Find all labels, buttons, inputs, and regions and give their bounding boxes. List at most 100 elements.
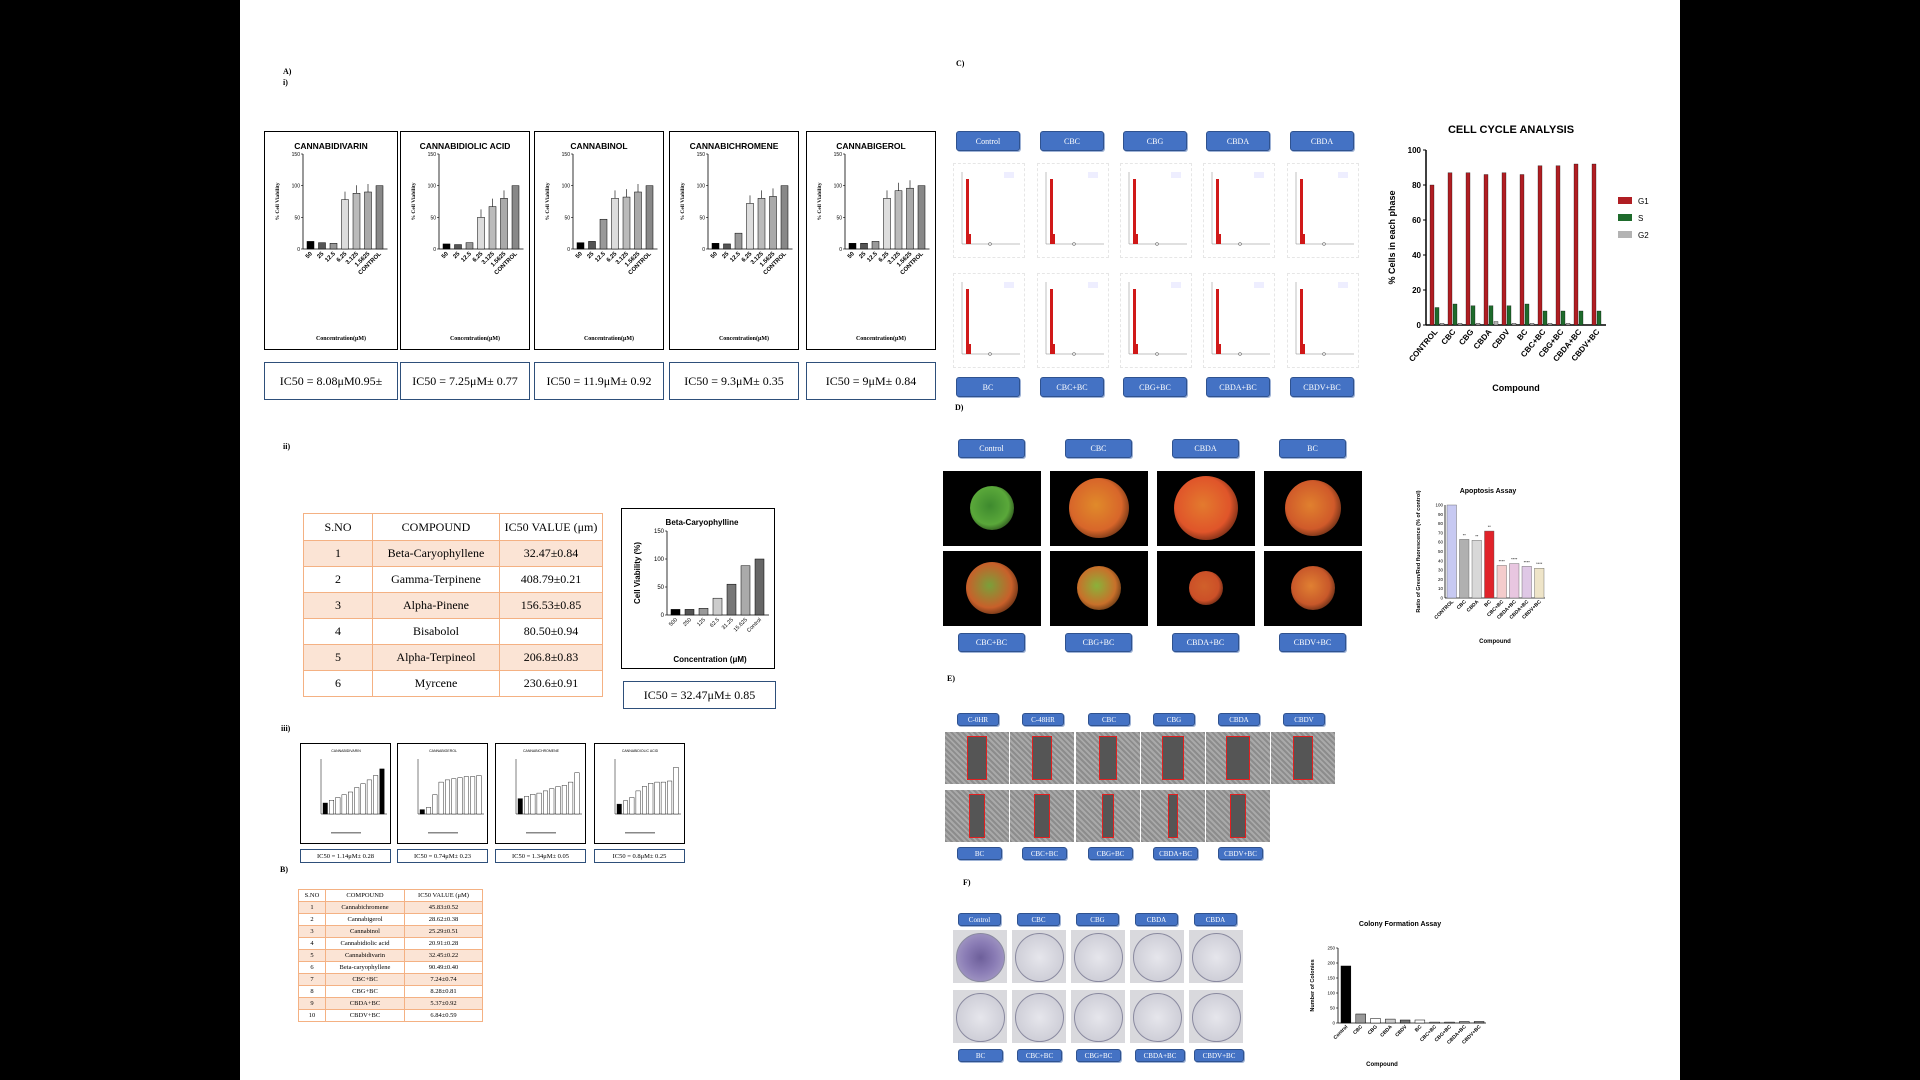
bar	[1573, 163, 1579, 326]
bar	[1465, 172, 1471, 326]
small-chart-title: CANNABIDIVARIN	[331, 749, 361, 753]
s-phase	[1303, 344, 1305, 354]
x-tick-label: 12.5	[729, 251, 742, 264]
x-tick-label: 25	[721, 251, 730, 260]
bar	[335, 797, 341, 815]
apoptosis-top-tag: CBC	[1065, 439, 1132, 458]
spheroid	[1285, 480, 1341, 536]
y-tick-label: 60	[1438, 540, 1444, 545]
colony-plate	[953, 930, 1007, 983]
colony-bottom-tag: CBG+BC	[1076, 1049, 1121, 1062]
bar	[906, 187, 914, 250]
bar	[648, 783, 654, 815]
wound-bottom-tag: CBDV+BC	[1218, 847, 1263, 860]
bar	[364, 191, 372, 250]
significance-label: ****	[1511, 557, 1518, 562]
cell-cycle-chart: CELL CYCLE ANALYSIS 0 20 40 60 80 100 % Cells i…	[1387, 124, 1649, 393]
flow-cytometry-histogram	[1203, 163, 1275, 258]
bar	[549, 788, 555, 815]
y-tick-label: 90	[1438, 512, 1444, 517]
bar	[711, 243, 720, 250]
g1-peak	[1216, 179, 1219, 244]
bar	[660, 781, 666, 815]
t2-cell-compound: CBG+BC	[325, 985, 405, 998]
wound-gap	[1230, 794, 1246, 838]
small-chart-panel: CANNABIDIVARIN	[300, 743, 391, 844]
x-axis-label: Concentration(μM)	[584, 335, 634, 342]
wound-image	[945, 732, 1009, 784]
table-row: 10 CBDV+BC 6.84±0.59	[298, 1009, 483, 1022]
fluorescence-image	[1157, 471, 1255, 546]
significance-label: **	[1475, 533, 1479, 538]
bar	[1355, 1013, 1366, 1024]
label-i: i)	[283, 78, 288, 87]
colony-top-tag: CBDA	[1135, 913, 1178, 926]
beta-chart-title: Beta-Caryophylline	[666, 518, 739, 527]
t2-cell-compound: Cannabichromene	[325, 901, 405, 914]
table-cell-sno: 2	[303, 566, 373, 593]
t2-cell-compound: Cannabidivarin	[325, 949, 405, 962]
bar	[746, 203, 754, 250]
cell-cycle-top-tag: CBDA	[1206, 131, 1270, 151]
legend-swatch	[1618, 214, 1632, 221]
apoptosis-top-tag: BC	[1279, 439, 1346, 458]
spheroid	[1069, 478, 1129, 538]
t2-cell-sno: 5	[298, 949, 326, 962]
bar	[1429, 184, 1435, 326]
bar	[740, 565, 751, 616]
cell-cycle-bottom-tag: BC	[956, 377, 1020, 397]
y-tick-label: 0	[1417, 321, 1422, 330]
y-tick-label: 0	[297, 247, 300, 253]
bar	[1473, 1021, 1485, 1024]
t2-cell-compound: CBDV+BC	[325, 1009, 405, 1022]
bar	[654, 781, 660, 815]
table-row: 4 Cannabidiolic acid 20.91±0.28	[298, 937, 483, 950]
g1-peak	[1216, 289, 1219, 354]
table-cell-sno: 5	[303, 644, 373, 671]
x-axis-label-placeholder	[625, 832, 655, 834]
bar	[561, 785, 567, 815]
wound-gap	[1293, 736, 1313, 780]
t2-cell-ic50: 32.45±0.22	[404, 949, 483, 962]
hist-legend	[1254, 282, 1264, 288]
t2-cell-sno: 3	[298, 925, 326, 938]
x-tick-label: 12.5	[324, 251, 337, 264]
ic50-chart-svg: CANNABIDIVARIN 0 50 100 150 % Cell Viability 5…	[275, 141, 388, 342]
table-cell-compound: Beta-Caryophyllene	[372, 540, 500, 567]
bar	[757, 198, 766, 250]
y-tick-label: 20	[1438, 577, 1444, 582]
colony-plate	[1012, 990, 1066, 1043]
bar	[754, 558, 765, 616]
t2-cell-compound: CBDA+BC	[325, 997, 405, 1010]
histogram-svg	[1295, 282, 1354, 356]
bar	[543, 790, 548, 815]
table-cell-compound: Bisabolol	[372, 618, 500, 645]
table-row: 6 Myrcene 230.6±0.91	[303, 670, 603, 697]
bar	[1447, 172, 1453, 326]
y-tick-label: 100	[1327, 991, 1335, 996]
t2-cell-ic50: 6.84±0.59	[404, 1009, 483, 1022]
x-axis-label: Compound	[1479, 639, 1511, 645]
beta-ic50-box: IC50 = 32.47μM± 0.85	[623, 681, 776, 709]
apoptosis-bottom-tag: CBDA+BC	[1172, 633, 1239, 652]
cell-cycle-top-tag: Control	[956, 131, 1020, 151]
y-tick-label: 0	[1440, 596, 1443, 601]
wound-image	[1010, 732, 1074, 784]
bar	[734, 232, 743, 250]
bar	[348, 791, 353, 815]
x-tick-label: CBC	[1352, 1024, 1364, 1036]
table-cell-ic50: 156.53±0.85	[499, 592, 603, 619]
bar	[1471, 540, 1482, 599]
bar	[670, 609, 681, 616]
t2-cell-ic50: 5.37±0.92	[404, 997, 483, 1010]
spheroid	[1077, 566, 1121, 610]
bar	[623, 800, 628, 815]
label-b: B)	[280, 865, 288, 874]
wound-bottom-tag: BC	[957, 847, 1002, 860]
label-a: A)	[283, 67, 292, 76]
s-phase	[1136, 234, 1138, 244]
y-tick-label: 150	[1327, 976, 1335, 981]
bar	[454, 244, 462, 250]
chart-title: Colony Formation Assay	[1359, 921, 1441, 928]
y-tick-label: 0	[702, 247, 705, 253]
